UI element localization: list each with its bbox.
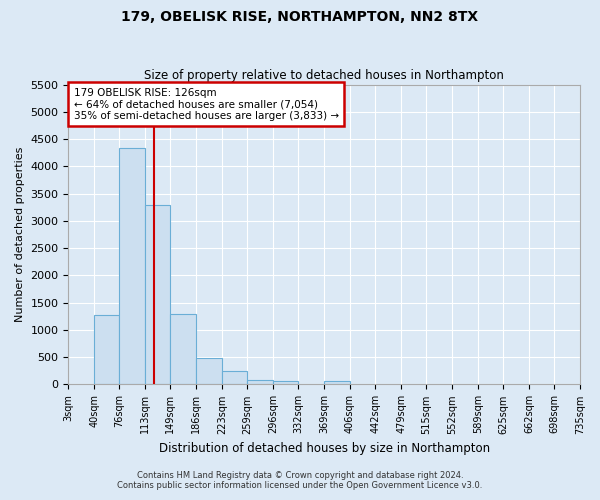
Bar [94,315,119,384]
Bar [273,381,298,384]
Bar [324,381,350,384]
Text: Contains HM Land Registry data © Crown copyright and database right 2024.
Contai: Contains HM Land Registry data © Crown c… [118,470,482,490]
Title: Size of property relative to detached houses in Northampton: Size of property relative to detached ho… [144,69,504,82]
Bar [145,204,170,384]
X-axis label: Distribution of detached houses by size in Northampton: Distribution of detached houses by size … [158,442,490,455]
Y-axis label: Number of detached properties: Number of detached properties [15,147,25,322]
Bar [247,380,273,384]
Bar [170,314,196,384]
Bar [196,358,222,384]
Text: 179 OBELISK RISE: 126sqm
← 64% of detached houses are smaller (7,054)
35% of sem: 179 OBELISK RISE: 126sqm ← 64% of detach… [74,88,338,121]
Text: 179, OBELISK RISE, NORTHAMPTON, NN2 8TX: 179, OBELISK RISE, NORTHAMPTON, NN2 8TX [121,10,479,24]
Bar [222,372,247,384]
Bar [119,148,145,384]
